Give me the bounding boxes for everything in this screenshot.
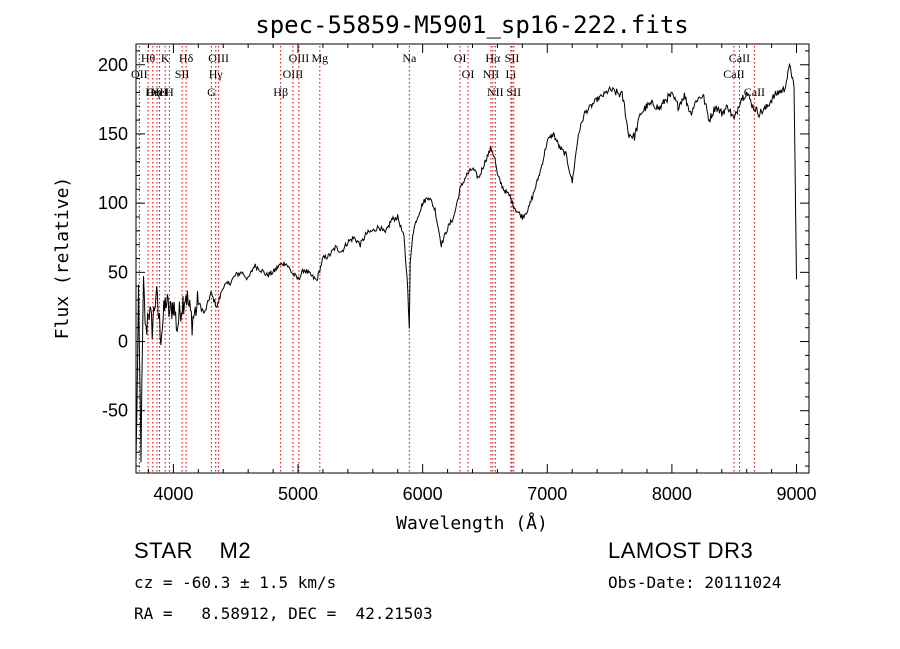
line-marker-label: CaII: [723, 67, 744, 81]
line-marker-label: OII: [131, 67, 148, 81]
flux-series: [135, 62, 797, 463]
survey-name: LAMOST DR3: [608, 538, 754, 563]
line-marker-label: Na: [402, 51, 417, 65]
x-tick-label: 6000: [403, 484, 443, 504]
x-tick-label: 7000: [527, 484, 567, 504]
line-marker-label: Hη: [145, 85, 160, 99]
y-tick-label: -50: [102, 401, 128, 421]
flux-line: [135, 62, 797, 463]
y-tick-label: 50: [108, 262, 128, 282]
line-markers: HθOIIOIIIKHeIHηHδSIIHOIIIHγGOIIIOIIIHβMg…: [131, 46, 765, 473]
line-marker-label: Mg: [311, 51, 328, 65]
line-marker-label: SII: [175, 67, 190, 81]
line-marker-label: OI: [462, 67, 475, 81]
x-tick-label: 8000: [652, 484, 692, 504]
line-marker-label: Hα: [485, 51, 501, 65]
redshift-line: cz = -60.3 ± 1.5 km/s: [134, 573, 337, 592]
line-marker-label: HeI: [151, 85, 169, 99]
y-axis-label: Flux (relative): [52, 177, 73, 340]
obs-date: Obs-Date: 20111024: [608, 573, 782, 592]
x-tick-label: 4000: [153, 484, 193, 504]
line-marker-label: OIII: [283, 67, 304, 81]
line-marker-label: SII: [505, 51, 520, 65]
line-marker-label: G: [207, 85, 216, 99]
plot-frame: [135, 43, 810, 474]
y-tick-label: 200: [98, 55, 128, 75]
line-marker-label: SII: [506, 85, 521, 99]
chart-title: spec-55859-M5901_sp16-222.fits: [255, 11, 688, 39]
line-marker-label: Hδ: [179, 51, 194, 65]
x-tick-label: 9000: [777, 484, 817, 504]
line-marker-label: Hθ: [141, 51, 156, 65]
line-marker-label: NII: [487, 85, 504, 99]
line-marker-label: NII: [483, 67, 500, 81]
line-marker-label: OIII: [147, 85, 168, 99]
x-axis: 4000 5000 6000 7000 8000 9000: [147, 44, 817, 504]
line-marker-label: OIII: [289, 51, 310, 65]
y-axis: -50 0 50 100 150 200: [98, 50, 809, 467]
x-axis-label: Wavelength (Å): [396, 512, 548, 534]
y-tick-label: 150: [98, 124, 128, 144]
y-tick-label: 0: [118, 332, 128, 352]
line-marker-label: OI: [454, 51, 467, 65]
line-marker-label: Hγ: [209, 67, 224, 81]
spectrum-chart: spec-55859-M5901_sp16-222.fits Hθ OII OIII…: [52, 11, 817, 534]
x-tick-label: 5000: [278, 484, 318, 504]
y-tick-label: 100: [98, 193, 128, 213]
line-marker-label: Hβ: [273, 85, 288, 99]
line-marker-label: K: [161, 51, 170, 65]
object-class: STAR M2: [134, 538, 252, 563]
line-marker-label: Li: [506, 67, 517, 81]
line-marker-label: H: [165, 85, 174, 99]
line-marker-label: CaII: [729, 51, 750, 65]
coordinates-line: RA = 8.58912, DEC = 42.21503: [134, 604, 433, 623]
line-marker-label: OIII: [208, 51, 229, 65]
